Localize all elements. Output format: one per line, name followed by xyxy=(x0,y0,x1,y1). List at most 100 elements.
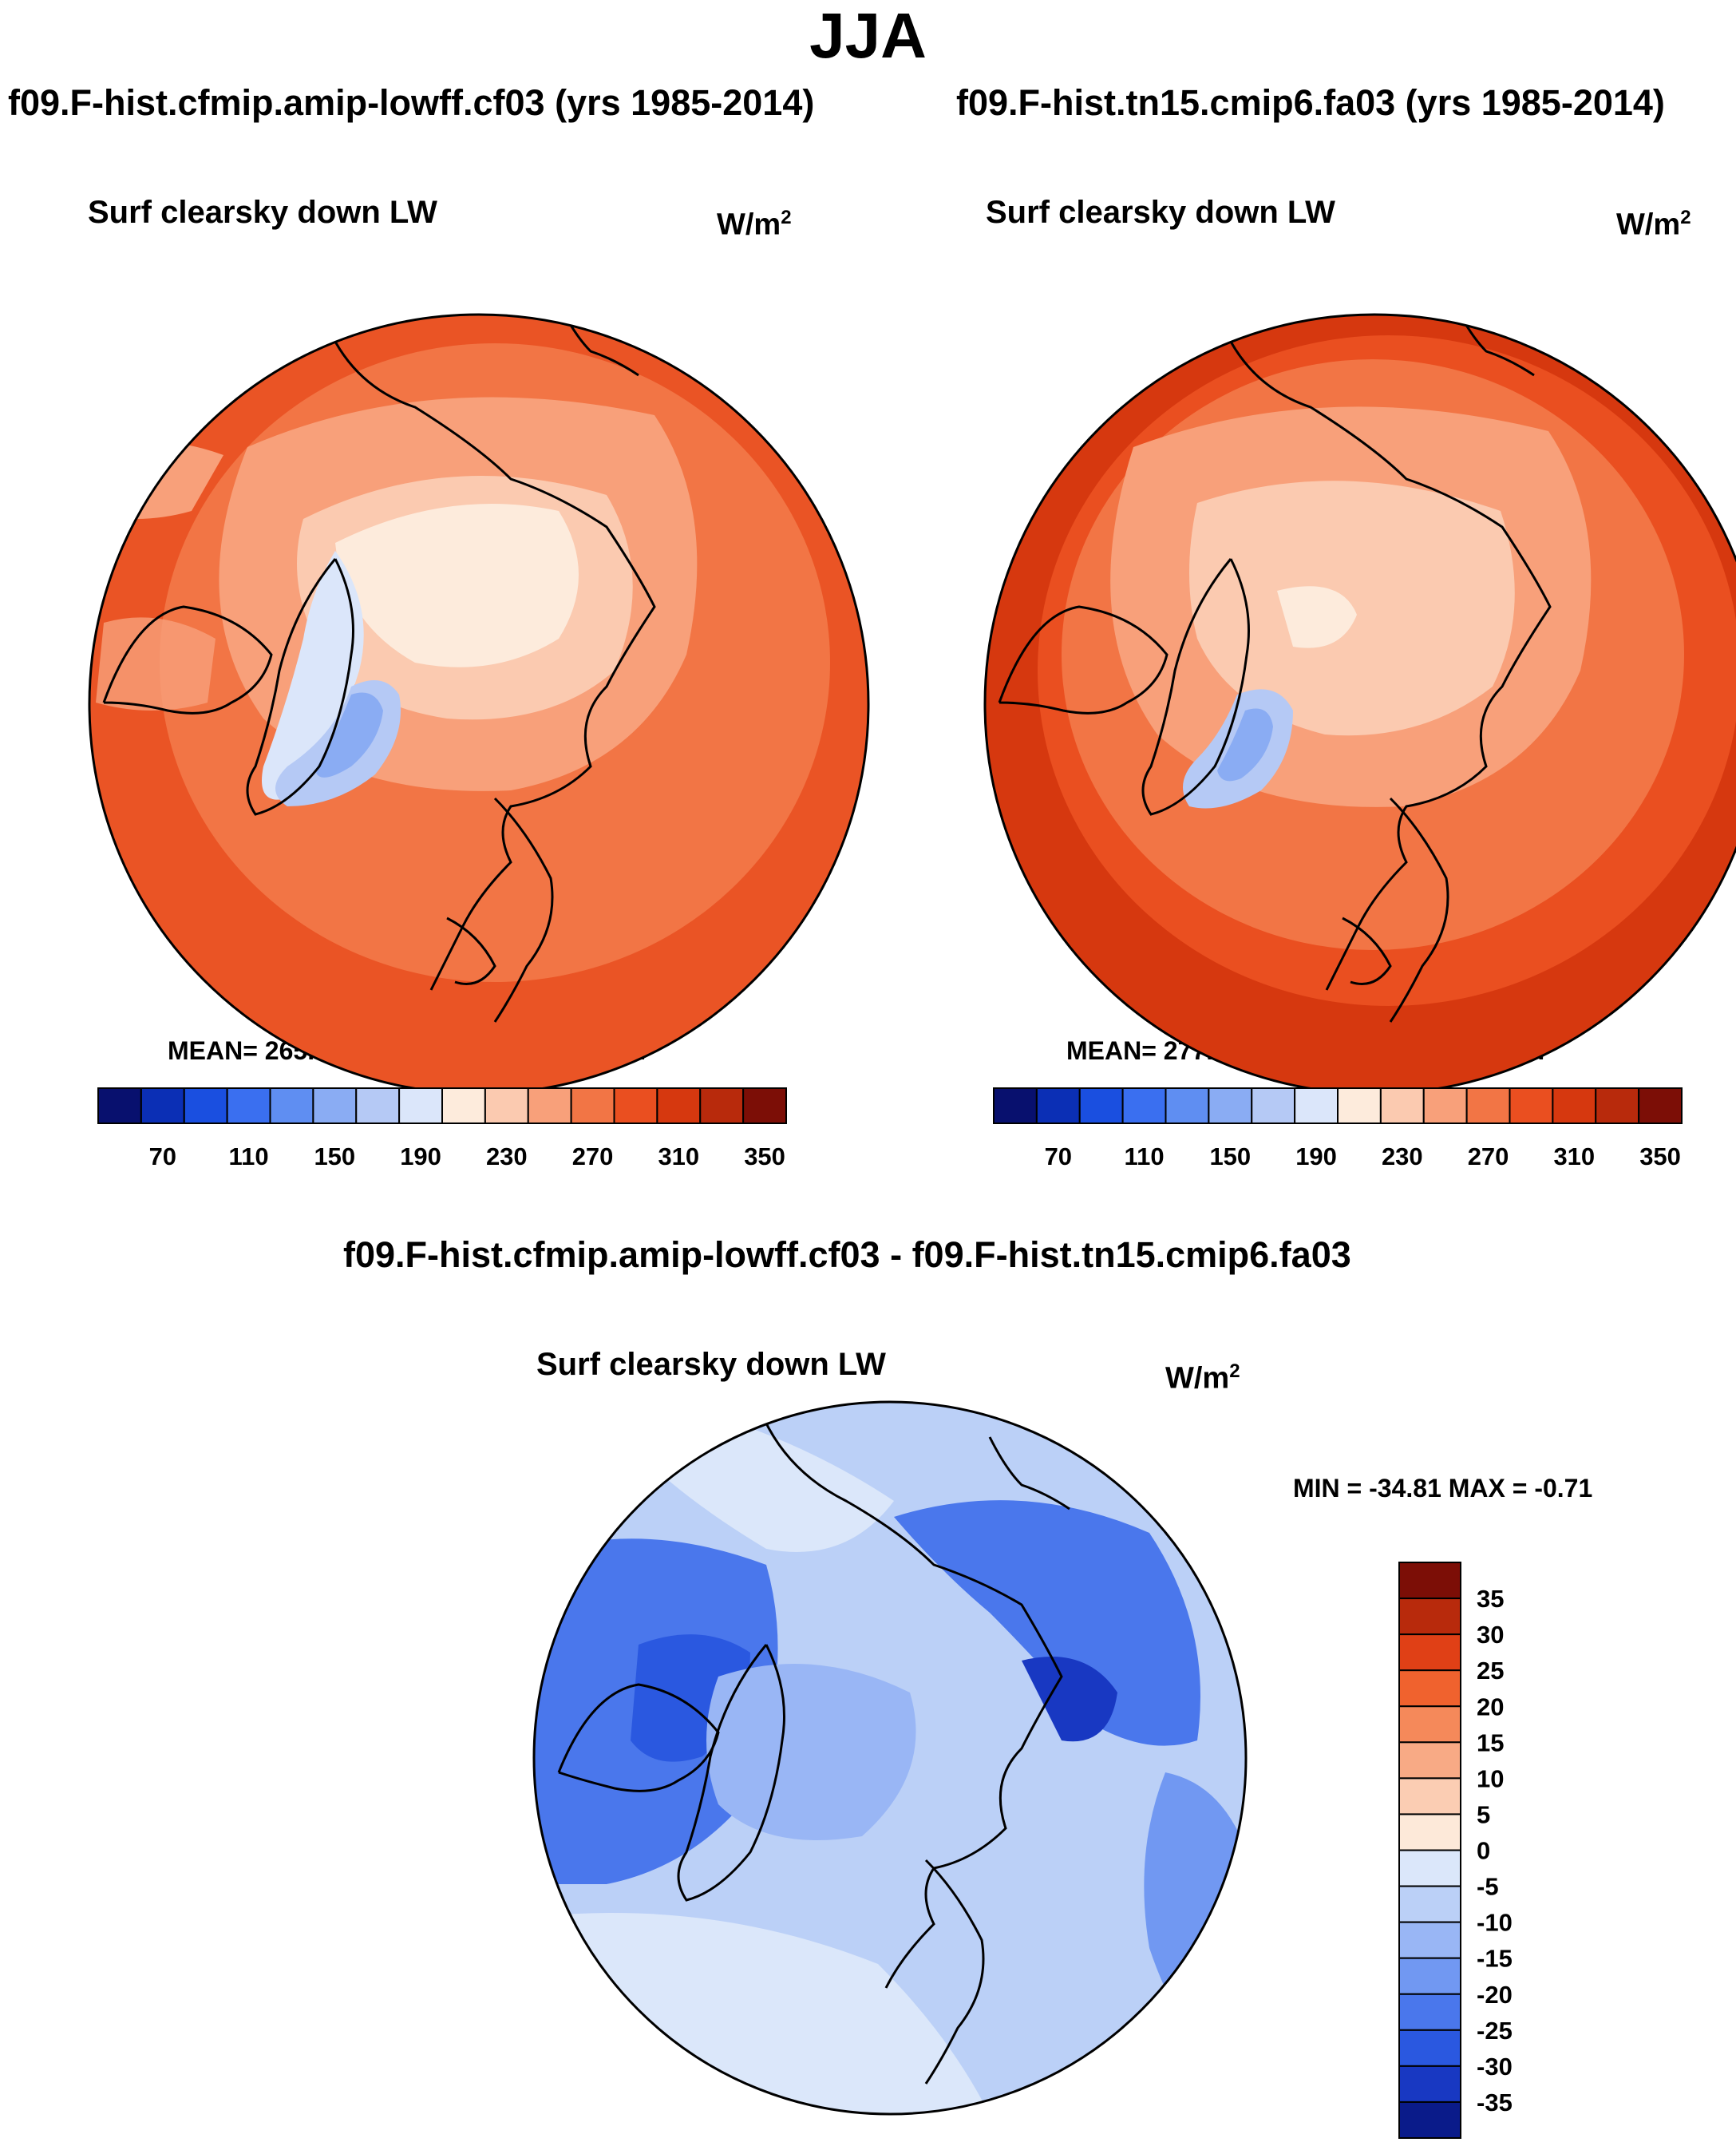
map2-greenland-core xyxy=(1217,708,1273,782)
colorbar-panel2-box xyxy=(1208,1087,1253,1124)
colorbar-diff-tick-label: 35 xyxy=(1477,1585,1504,1613)
panel2-run-title: f09.F-hist.tn15.cmip6.fa03 (yrs 1985-201… xyxy=(956,82,1665,123)
colorbar-diff-tick-label: 0 xyxy=(1477,1837,1490,1865)
diff-border xyxy=(532,1400,1248,2116)
panel2-variable-title: Surf clearsky down LW xyxy=(986,195,1335,230)
colorbar-panel1-box xyxy=(183,1087,228,1124)
colorbar-diff-tick-label: -20 xyxy=(1477,1981,1513,2009)
colorbar-panel1-box xyxy=(613,1087,658,1124)
colorbar-panel2-box xyxy=(1035,1087,1081,1124)
colorbar-panel2-box xyxy=(1379,1087,1425,1124)
colorbar-panel1-box xyxy=(140,1087,185,1124)
colorbar-panel1-box xyxy=(570,1087,615,1124)
colorbar-diff-box xyxy=(1398,2101,1461,2139)
map1-band-230 xyxy=(335,504,579,667)
colorbar-panel2-box xyxy=(1638,1087,1683,1124)
colorbar-diff-box xyxy=(1398,1957,1461,1995)
colorbar-diff-box xyxy=(1398,1921,1461,1959)
colorbar-panel1-tick-label: 190 xyxy=(400,1142,441,1170)
colorbar-panel1-box xyxy=(226,1087,271,1124)
map1-canada-patch xyxy=(96,617,216,711)
map-panel2 xyxy=(983,313,1736,1095)
panel1-units: W/m2 xyxy=(717,207,792,242)
colorbar-panel1-box xyxy=(527,1087,572,1124)
panel1-run-title: f09.F-hist.cfmip.amip-lowff.cf03 (yrs 19… xyxy=(8,82,815,123)
colorbar-diff-box xyxy=(1398,1633,1461,1672)
colorbar-panel1-box xyxy=(269,1087,314,1124)
colorbar-panel2-box xyxy=(993,1087,1038,1124)
colorbar-panel2-box xyxy=(1509,1087,1554,1124)
colorbar-panel2-box xyxy=(1552,1087,1597,1124)
map2-coastlines xyxy=(998,315,1552,1023)
colorbar-panel1-tick-label: 110 xyxy=(229,1142,269,1170)
diff-europe-patch xyxy=(1144,1772,1246,2114)
colorbar-diff-tick-label: -10 xyxy=(1477,1909,1513,1937)
map-diff xyxy=(532,1400,1248,2116)
colorbar-diff-tick-label: -30 xyxy=(1477,2053,1513,2081)
colorbar-panel2-tick-label: 270 xyxy=(1468,1142,1509,1170)
colorbar-panel1-tick-label: 310 xyxy=(658,1142,699,1170)
colorbar-diff-tick-label: -5 xyxy=(1477,1873,1499,1901)
diff-ocean-patch xyxy=(706,1664,916,1840)
diff-title: f09.F-hist.cfmip.amip-lowff.cf03 - f09.F… xyxy=(343,1234,1351,1275)
colorbar-panel2-box xyxy=(1422,1087,1468,1124)
panel2-units: W/m2 xyxy=(1616,207,1691,242)
colorbar-panel1-box xyxy=(742,1087,787,1124)
colorbar-diff-box xyxy=(1398,2065,1461,2103)
colorbar-panel1-box xyxy=(441,1087,486,1124)
colorbar-panel2-tick-label: 310 xyxy=(1553,1142,1595,1170)
colorbar-panel1: 70 110 150 190 230 270 310 350 xyxy=(97,1087,787,1170)
diff-units: W/m2 xyxy=(1165,1360,1240,1396)
colorbar-panel2-tick-label: 350 xyxy=(1639,1142,1681,1170)
colorbar-panel1-tick-label: 350 xyxy=(744,1142,785,1170)
colorbar-diff-tick-label: 5 xyxy=(1477,1800,1490,1828)
map1-greenland-edge xyxy=(262,551,364,800)
colorbar-panel2-box xyxy=(1251,1087,1296,1124)
colorbar-diff-tick-label: -15 xyxy=(1477,1945,1513,1973)
diff-stats: MIN = -34.81 MAX = -0.71 xyxy=(1293,1474,1593,1503)
colorbar-panel2-tick-label: 110 xyxy=(1125,1142,1165,1170)
colorbar-panel2-tick-label: 150 xyxy=(1209,1142,1251,1170)
colorbar-panel2-box xyxy=(1165,1087,1210,1124)
diff-siberia-patch xyxy=(894,1500,1200,1746)
colorbar-diff-box xyxy=(1398,1705,1461,1744)
season-title: JJA xyxy=(809,0,927,71)
colorbar-panel1-tick-label: 270 xyxy=(572,1142,614,1170)
colorbar-panel2-tick-label: 230 xyxy=(1382,1142,1423,1170)
map-panel1 xyxy=(88,313,870,1095)
colorbar-panel1-box xyxy=(484,1087,529,1124)
colorbar-panel2-box xyxy=(1595,1087,1640,1124)
colorbar-panel1-box xyxy=(355,1087,401,1124)
colorbar-diff-tick-label: 10 xyxy=(1477,1764,1504,1792)
colorbar-panel2-box xyxy=(1465,1087,1511,1124)
colorbar-panel1-box xyxy=(398,1087,443,1124)
colorbar-panel2-box xyxy=(1121,1087,1167,1124)
colorbar-panel1-box xyxy=(699,1087,745,1124)
map1-greenland-core xyxy=(315,692,383,778)
map1-coastlines xyxy=(102,315,656,1023)
colorbar-diff-box xyxy=(1398,1741,1461,1780)
colorbar-diff-box xyxy=(1398,1993,1461,2031)
colorbar-diff-tick-label: 25 xyxy=(1477,1657,1504,1685)
colorbar-panel1-box xyxy=(656,1087,702,1124)
colorbar-diff-tick-label: -25 xyxy=(1477,2017,1513,2045)
colorbar-panel2-box xyxy=(1337,1087,1382,1124)
colorbar-diff-box xyxy=(1398,1598,1461,1636)
colorbar-diff-box xyxy=(1398,2029,1461,2067)
diff-siberia-core xyxy=(1022,1657,1117,1742)
colorbar-panel1-tick-label: 70 xyxy=(149,1142,176,1170)
colorbar-diff-box xyxy=(1398,1669,1461,1708)
colorbar-panel2-box xyxy=(1294,1087,1339,1124)
colorbar-panel1-tick-label: 230 xyxy=(486,1142,528,1170)
colorbar-diff-box xyxy=(1398,1849,1461,1887)
colorbar-diff-tick-label: 20 xyxy=(1477,1693,1504,1720)
diff-variable-title: Surf clearsky down LW xyxy=(536,1347,886,1382)
colorbar-panel1-box xyxy=(97,1087,142,1124)
colorbar-diff-tick-label: 30 xyxy=(1477,1621,1504,1649)
colorbar-diff-tick-label: -35 xyxy=(1477,2089,1513,2116)
diff-coastlines xyxy=(557,1404,1070,2085)
colorbar-panel2-box xyxy=(1078,1087,1124,1124)
colorbar-diff-box xyxy=(1398,1885,1461,1923)
colorbar-diff-tick-label: 15 xyxy=(1477,1728,1504,1756)
